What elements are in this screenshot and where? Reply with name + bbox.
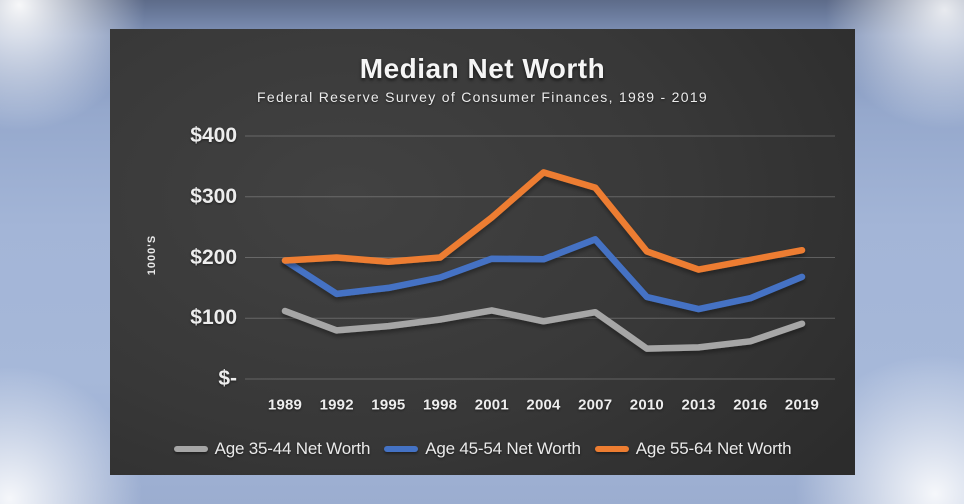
legend-item: Age 55-64 Net Worth: [594, 439, 792, 459]
legend-marker: [173, 445, 208, 453]
x-tick-label: 2016: [733, 396, 768, 414]
x-tick-label: 2004: [526, 396, 561, 414]
series-line: [281, 169, 806, 273]
chart-subtitle: Federal Reserve Survey of Consumer Finan…: [257, 89, 708, 105]
x-tick-label: 1995: [371, 396, 406, 414]
x-tick-label: 2019: [784, 396, 820, 414]
y-tick-label: $200: [190, 245, 237, 269]
y-tick-label: $100: [190, 306, 237, 330]
x-tick-label: 2001: [474, 396, 509, 414]
chart-legend: Age 35-44 Net Worth Age 45-54 Net Worth Ag…: [110, 439, 855, 459]
y-tick-label: $-: [218, 367, 237, 390]
x-tick-label: 1992: [319, 396, 354, 414]
x-tick-label: 1989: [267, 396, 303, 414]
y-tick-label: $400: [190, 124, 237, 147]
x-tick-label: 2007: [578, 396, 613, 414]
legend-label: Age 35-44 Net Worth: [214, 439, 371, 458]
x-tick-label: 2013: [681, 396, 716, 414]
legend-marker: [594, 445, 629, 453]
legend-item: Age 45-54 Net Worth: [384, 439, 581, 459]
legend-item: Age 35-44 Net Worth: [173, 439, 371, 459]
chart-panel: Median Net Worth Federal Reserve Survey …: [110, 29, 855, 475]
chart-title: Median Net Worth: [359, 53, 606, 84]
y-tick-label: $300: [190, 184, 237, 208]
plot-area: [245, 135, 835, 380]
series-line: [281, 236, 806, 313]
x-tick-label: 2010: [629, 396, 664, 414]
legend-label: Age 45-54 Net Worth: [425, 439, 581, 458]
series-line: [281, 307, 806, 352]
legend-marker: [384, 445, 419, 453]
x-tick-label: 1998: [423, 396, 458, 414]
legend-label: Age 55-64 Net Worth: [635, 439, 792, 458]
